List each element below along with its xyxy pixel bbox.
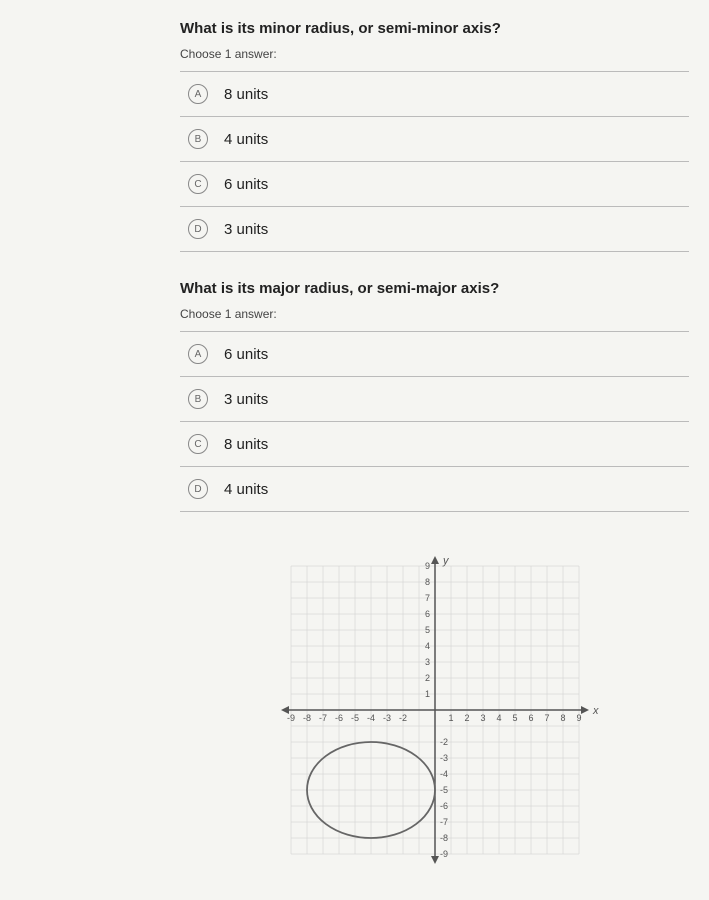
answer-text: 6 units (224, 176, 268, 193)
radio-letter: A (188, 84, 208, 104)
svg-text:9: 9 (576, 713, 581, 723)
svg-text:-6: -6 (440, 801, 448, 811)
svg-text:-3: -3 (382, 713, 390, 723)
radio-letter: D (188, 219, 208, 239)
svg-text:1: 1 (424, 689, 429, 699)
svg-text:7: 7 (544, 713, 549, 723)
svg-text:9: 9 (424, 561, 429, 571)
svg-text:-4: -4 (440, 769, 448, 779)
svg-text:-2: -2 (398, 713, 406, 723)
svg-text:3: 3 (424, 657, 429, 667)
svg-text:-4: -4 (366, 713, 374, 723)
svg-text:-8: -8 (440, 833, 448, 843)
answer-option[interactable]: D 4 units (180, 467, 689, 512)
answer-text: 4 units (224, 481, 268, 498)
svg-text:-5: -5 (440, 785, 448, 795)
answer-list: A 8 units B 4 units C 6 units D 3 units (180, 71, 689, 252)
coordinate-graph: -9 -8 -7 -6 -5 -4 -3 -2 1 2 3 4 5 6 7 8 9 1 2 3 4 5 6 7 8 9 -2 -3 -4… (180, 540, 689, 880)
svg-text:-9: -9 (440, 849, 448, 859)
radio-letter: D (188, 479, 208, 499)
answer-option[interactable]: C 6 units (180, 162, 689, 207)
radio-letter: C (188, 174, 208, 194)
svg-text:y: y (442, 555, 450, 567)
question-title: What is its minor radius, or semi-minor … (180, 20, 689, 37)
svg-text:-5: -5 (350, 713, 358, 723)
answer-text: 3 units (224, 221, 268, 238)
svg-text:2: 2 (464, 713, 469, 723)
svg-text:4: 4 (496, 713, 501, 723)
answer-text: 8 units (224, 86, 268, 103)
svg-text:-8: -8 (302, 713, 310, 723)
answer-list: A 6 units B 3 units C 8 units D 4 units (180, 331, 689, 512)
svg-text:-7: -7 (440, 817, 448, 827)
answer-option[interactable]: A 6 units (180, 332, 689, 377)
graph-svg: -9 -8 -7 -6 -5 -4 -3 -2 1 2 3 4 5 6 7 8 9 1 2 3 4 5 6 7 8 9 -2 -3 -4… (265, 540, 605, 880)
svg-text:x: x (592, 705, 599, 717)
answer-option[interactable]: C 8 units (180, 422, 689, 467)
answer-option[interactable]: D 3 units (180, 207, 689, 252)
svg-text:8: 8 (560, 713, 565, 723)
svg-text:6: 6 (528, 713, 533, 723)
radio-letter: A (188, 344, 208, 364)
svg-text:1: 1 (448, 713, 453, 723)
radio-letter: B (188, 389, 208, 409)
svg-text:2: 2 (424, 673, 429, 683)
svg-text:5: 5 (512, 713, 517, 723)
choose-instruction: Choose 1 answer: (180, 307, 689, 321)
svg-text:8: 8 (424, 577, 429, 587)
svg-text:-9: -9 (286, 713, 294, 723)
svg-text:5: 5 (424, 625, 429, 635)
svg-text:-3: -3 (440, 753, 448, 763)
answer-text: 4 units (224, 131, 268, 148)
answer-text: 3 units (224, 391, 268, 408)
answer-option[interactable]: B 4 units (180, 117, 689, 162)
answer-text: 8 units (224, 436, 268, 453)
question-major-radius: What is its major radius, or semi-major … (180, 280, 689, 512)
answer-text: 6 units (224, 346, 268, 363)
svg-text:-7: -7 (318, 713, 326, 723)
svg-text:7: 7 (424, 593, 429, 603)
svg-text:-2: -2 (440, 737, 448, 747)
svg-text:4: 4 (424, 641, 429, 651)
radio-letter: C (188, 434, 208, 454)
question-minor-radius: What is its minor radius, or semi-minor … (180, 20, 689, 252)
radio-letter: B (188, 129, 208, 149)
choose-instruction: Choose 1 answer: (180, 47, 689, 61)
answer-option[interactable]: A 8 units (180, 72, 689, 117)
svg-text:6: 6 (424, 609, 429, 619)
answer-option[interactable]: B 3 units (180, 377, 689, 422)
question-title: What is its major radius, or semi-major … (180, 280, 689, 297)
svg-text:3: 3 (480, 713, 485, 723)
svg-text:-6: -6 (334, 713, 342, 723)
